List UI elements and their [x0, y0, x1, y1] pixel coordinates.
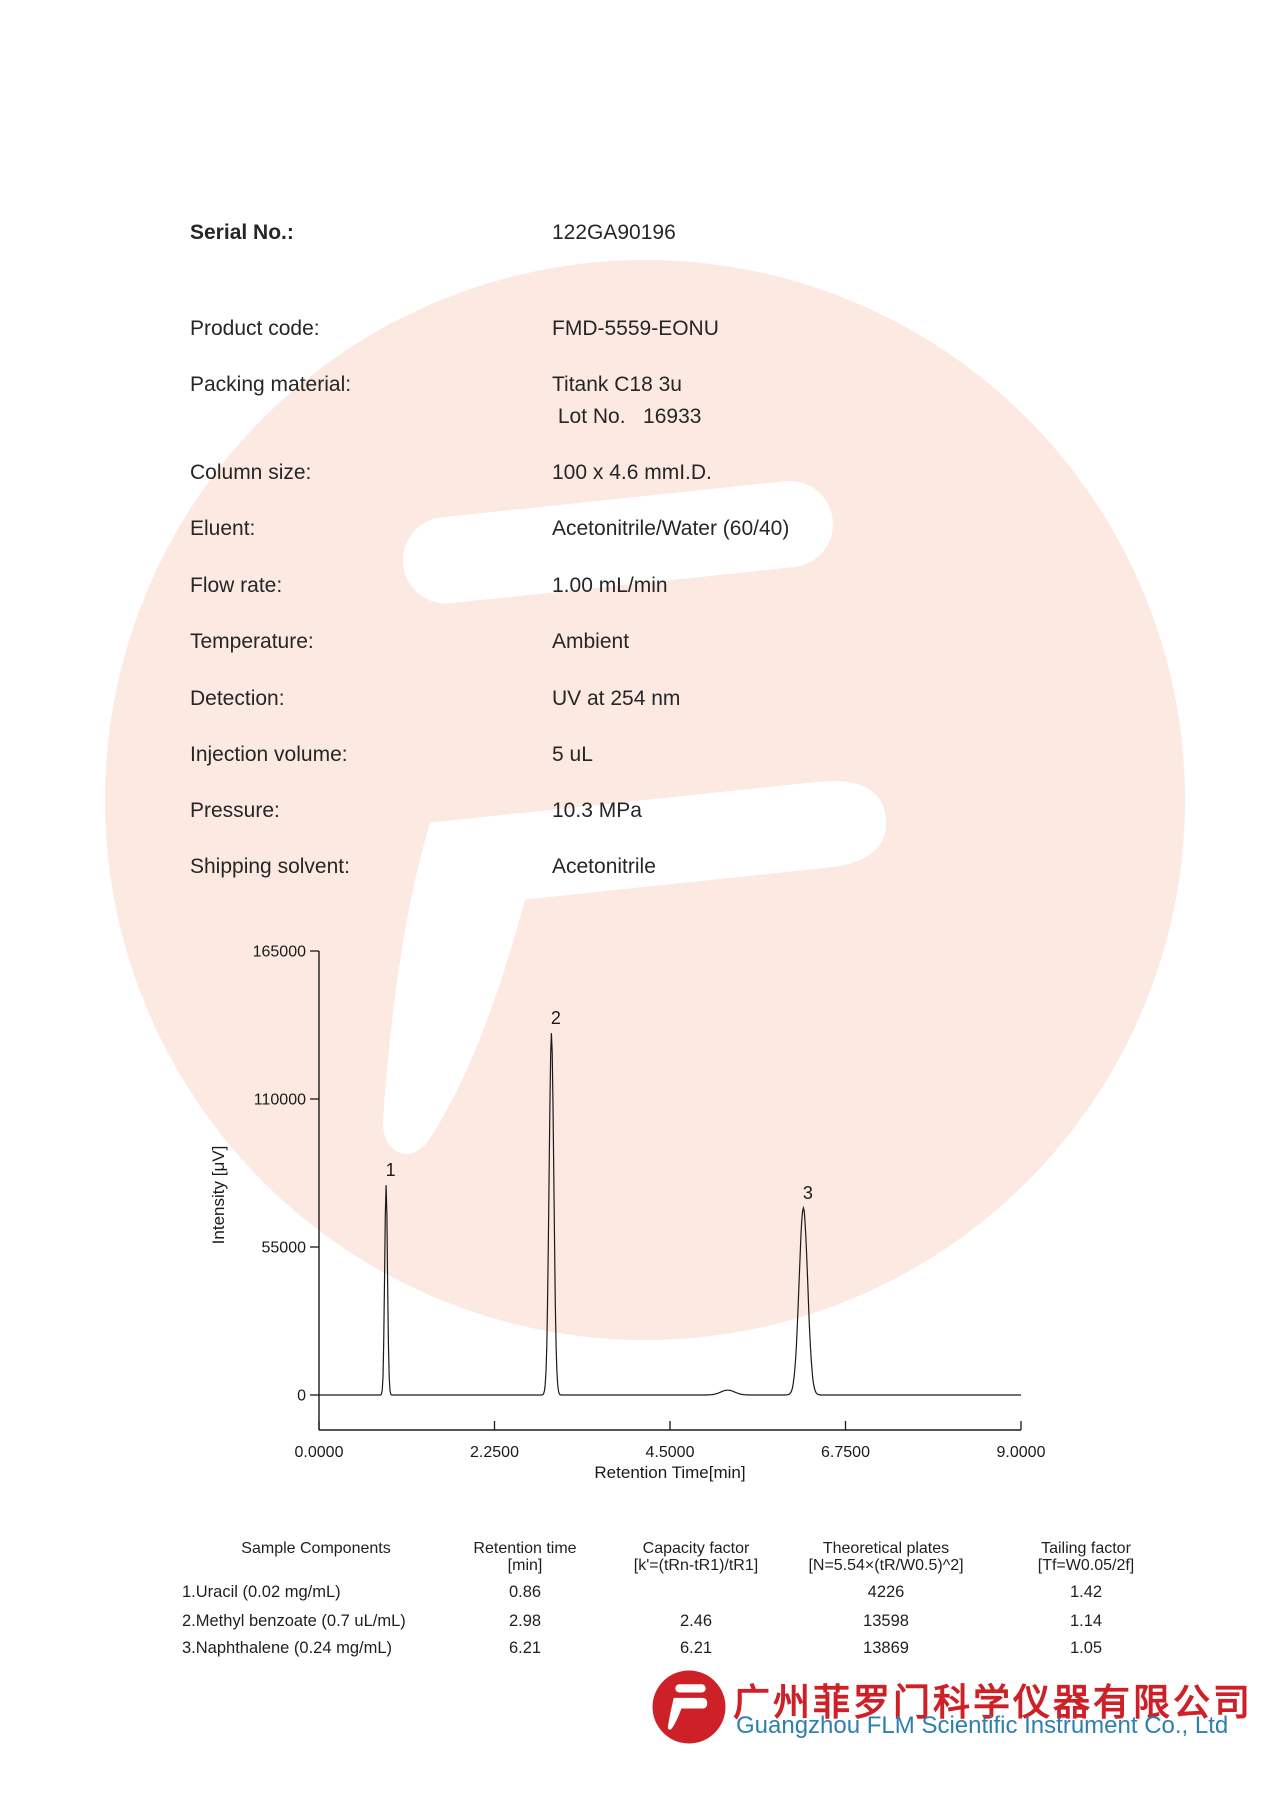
spec-value: 100 x 4.6 mmI.D.: [552, 461, 712, 484]
serial-value: 122GA90196: [552, 221, 676, 244]
table-cell: 1.42: [1069, 1583, 1103, 1601]
table-column-header: Retention time [min]: [473, 1540, 576, 1574]
spec-value: 10.3 MPa: [552, 799, 642, 822]
column-header-line2: [N=5.54×(tR/W0.5)^2]: [808, 1557, 964, 1574]
table-cell: 13598: [863, 1612, 909, 1630]
spec-label: Pressure:: [190, 799, 280, 822]
y-tick-label: 55000: [262, 1240, 307, 1257]
x-axis-title: Retention Time[min]: [594, 1463, 745, 1482]
column-header-line1: Retention time: [473, 1540, 577, 1557]
column-header-line1: Capacity factor: [642, 1540, 750, 1557]
table-cell: 1.14: [1069, 1612, 1103, 1630]
spec-value-line2: Lot No. 16933: [552, 405, 702, 428]
table-cell: 4226: [867, 1583, 905, 1601]
spec-label: Column size:: [190, 461, 312, 484]
table-cell: 6.21: [679, 1639, 713, 1657]
column-header-line2: [min]: [507, 1557, 543, 1574]
spec-label: Product code:: [190, 317, 320, 340]
table-cell: 2.Methyl benzoate (0.7 uL/mL): [182, 1612, 406, 1630]
y-tick-label: 165000: [253, 944, 306, 961]
spec-value: Titank C18 3u: [552, 373, 682, 396]
table-cell: 1.Uracil (0.02 mg/mL): [182, 1583, 341, 1601]
spec-value: Acetonitrile: [552, 855, 656, 878]
column-header-line2: [Tf=W0.05/2f]: [1037, 1557, 1135, 1574]
x-tick-label: 0.0000: [295, 1444, 344, 1461]
chromatogram-trace: [319, 1033, 1021, 1396]
chromatogram-chart: 0 55000 110000 165000 0.0000 2.2500 4.5000 6.75…: [209, 944, 1046, 1483]
column-header-line1: Tailing factor: [1041, 1540, 1131, 1557]
y-tick-label: 0: [297, 1388, 306, 1405]
company-name-cn: 广州菲罗门科学仪器有限公司: [733, 1682, 1253, 1723]
table-cell: 13869: [863, 1639, 909, 1657]
column-header-line1: Theoretical plates: [822, 1540, 950, 1557]
serial-label: Serial No.:: [190, 221, 294, 244]
table-cell: 2.46: [679, 1612, 713, 1630]
spec-value: FMD-5559-EONU: [552, 317, 719, 340]
x-tick-label: 9.0000: [997, 1444, 1046, 1461]
table-cell: 0.86: [508, 1583, 542, 1601]
spec-label: Detection:: [190, 687, 285, 710]
y-tick-label: 110000: [254, 1092, 306, 1109]
flm-watermark-icon: [105, 260, 1185, 1340]
y-axis-title: Intensity [μV]: [209, 1146, 228, 1245]
x-tick-label: 4.5000: [646, 1444, 695, 1461]
spec-value: 1.00 mL/min: [552, 574, 668, 597]
spec-value: 5 uL: [552, 743, 593, 766]
spec-value: Acetonitrile/Water (60/40): [552, 517, 790, 540]
spec-value: UV at 254 nm: [552, 687, 681, 710]
spec-label: Temperature:: [190, 630, 314, 653]
spec-label: Eluent:: [190, 517, 256, 540]
table-cell: 1.05: [1069, 1639, 1103, 1657]
peak-label: 2: [551, 1008, 561, 1028]
table-cell: 6.21: [508, 1639, 542, 1657]
spec-label: Flow rate:: [190, 574, 283, 597]
spec-label: Packing material:: [190, 373, 352, 396]
table-column-header: Theoretical plates [N=5.54×(tR/W0.5)^2]: [808, 1540, 963, 1574]
peak-label: 1: [386, 1160, 396, 1180]
spec-label: Shipping solvent:: [190, 855, 350, 878]
flm-logo-icon: [652, 1670, 726, 1744]
table-column-header: Sample Components: [241, 1540, 390, 1557]
company-name-en: Guangzhou FLM Scientific Instrument Co.,…: [736, 1712, 1229, 1739]
column-header-line2: [k'=(tRn-tR1)/tR1]: [633, 1557, 759, 1574]
spec-value: Ambient: [552, 630, 630, 653]
table-cell: 3.Naphthalene (0.24 mg/mL): [182, 1639, 393, 1657]
table-cell: 2.98: [508, 1612, 542, 1630]
x-tick-label: 2.2500: [470, 1444, 519, 1461]
column-header-line1: Sample Components: [241, 1540, 391, 1557]
table-column-header: Tailing factor [Tf=W0.05/2f]: [1038, 1540, 1134, 1574]
spec-label: Injection volume:: [190, 743, 348, 766]
peak-label: 3: [803, 1183, 813, 1203]
x-tick-label: 6.7500: [821, 1444, 870, 1461]
table-column-header: Capacity factor [k'=(tRn-tR1)/tR1]: [634, 1540, 758, 1574]
